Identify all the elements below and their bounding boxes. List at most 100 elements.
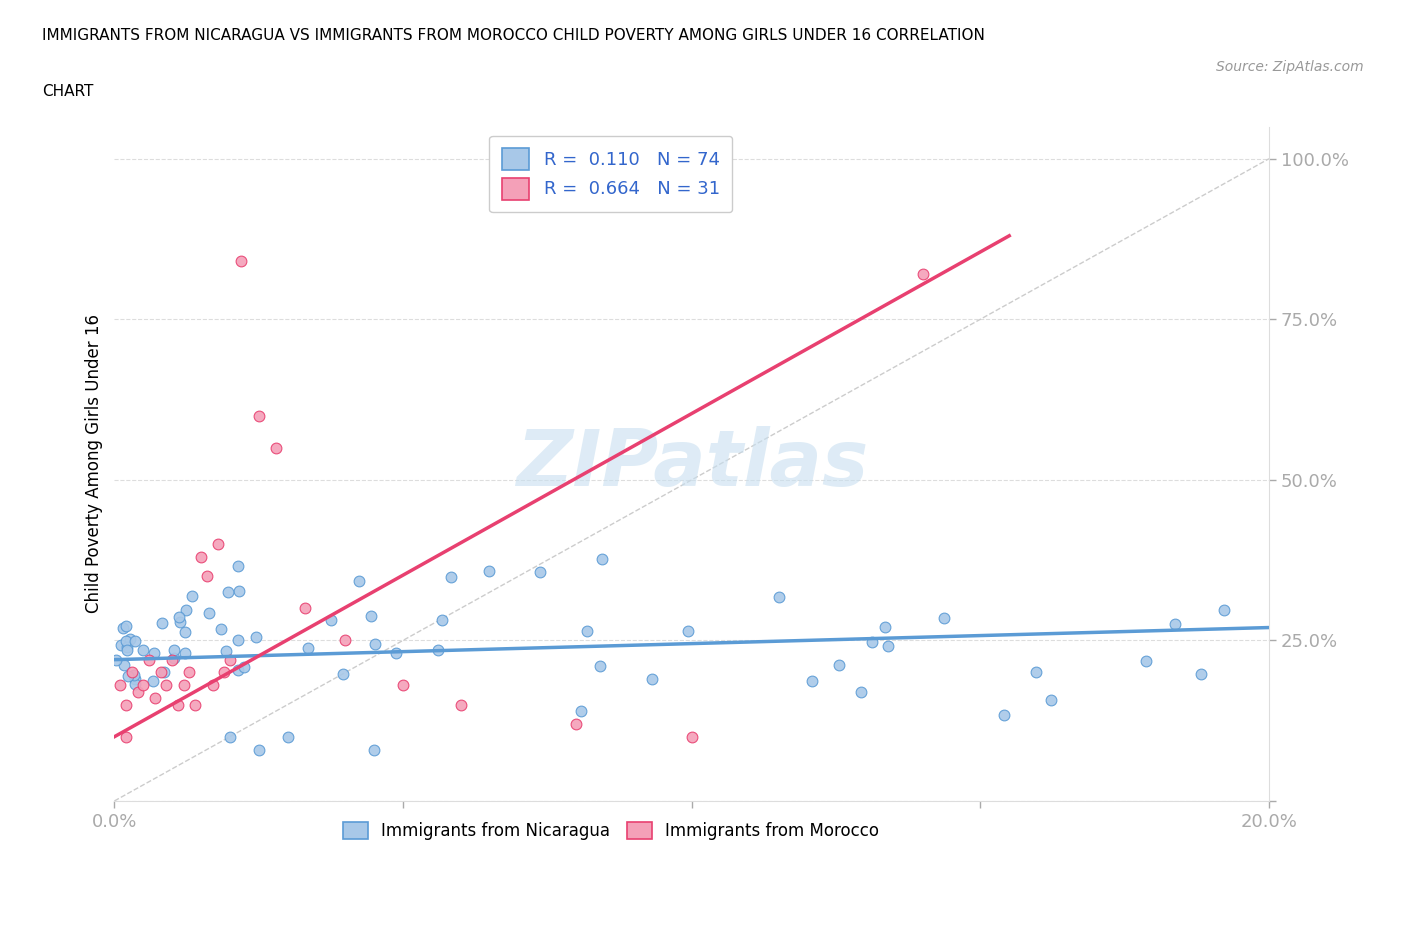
Point: [860, 634, 883, 649]
Point: [201, 678, 224, 693]
Point: [426, 643, 449, 658]
Point: [190, 550, 212, 565]
Point: [1039, 693, 1062, 708]
Point: [167, 698, 190, 712]
Point: [575, 623, 598, 638]
Point: [215, 644, 238, 658]
Point: [111, 621, 134, 636]
Point: [1189, 667, 1212, 682]
Point: [163, 650, 186, 665]
Point: [184, 698, 207, 712]
Point: [849, 685, 872, 700]
Point: [332, 667, 354, 682]
Point: [349, 574, 371, 589]
Point: [877, 638, 900, 653]
Point: [163, 642, 186, 657]
Point: [149, 665, 172, 680]
Point: [277, 729, 299, 744]
Point: [226, 558, 249, 573]
Text: Source: ZipAtlas.com: Source: ZipAtlas.com: [1216, 60, 1364, 74]
Point: [589, 658, 612, 673]
Point: [529, 565, 551, 579]
Point: [217, 584, 239, 599]
Point: [335, 633, 357, 648]
Point: [142, 645, 165, 660]
Point: [247, 742, 270, 757]
Point: [1164, 617, 1187, 631]
Point: [294, 601, 316, 616]
Point: [934, 610, 956, 625]
Point: [121, 665, 143, 680]
Point: [591, 551, 613, 566]
Point: [678, 623, 700, 638]
Point: [174, 625, 197, 640]
Point: [115, 640, 138, 655]
Point: [124, 633, 146, 648]
Point: [209, 621, 232, 636]
Point: [1212, 603, 1234, 618]
Point: [228, 663, 250, 678]
Point: [167, 609, 190, 624]
Point: [179, 665, 201, 680]
Point: [174, 603, 197, 618]
Point: [478, 565, 501, 579]
Text: ZIPatlas: ZIPatlas: [516, 426, 868, 502]
Point: [181, 589, 204, 604]
Point: [122, 668, 145, 683]
Legend: Immigrants from Nicaragua, Immigrants from Morocco: Immigrants from Nicaragua, Immigrants fr…: [336, 815, 886, 846]
Point: [392, 678, 415, 693]
Point: [153, 664, 176, 679]
Point: [115, 729, 138, 744]
Point: [114, 633, 136, 648]
Point: [565, 716, 588, 731]
Point: [169, 615, 191, 630]
Point: [432, 613, 454, 628]
Point: [828, 658, 851, 673]
Point: [150, 616, 173, 631]
Point: [127, 684, 149, 699]
Point: [207, 537, 229, 551]
Point: [218, 729, 240, 744]
Point: [363, 636, 385, 651]
Point: [120, 631, 142, 646]
Point: [569, 703, 592, 718]
Y-axis label: Child Poverty Among Girls Under 16: Child Poverty Among Girls Under 16: [86, 314, 103, 613]
Point: [360, 609, 382, 624]
Point: [115, 643, 138, 658]
Point: [681, 729, 703, 744]
Point: [212, 665, 235, 680]
Point: [873, 619, 896, 634]
Point: [115, 698, 138, 712]
Point: [450, 698, 472, 712]
Point: [117, 668, 139, 683]
Point: [124, 677, 146, 692]
Point: [198, 605, 221, 620]
Point: [801, 674, 824, 689]
Point: [1135, 653, 1157, 668]
Point: [440, 570, 463, 585]
Point: [174, 646, 197, 661]
Point: [1025, 664, 1047, 679]
Point: [231, 254, 253, 269]
Point: [110, 638, 132, 653]
Point: [218, 652, 240, 667]
Point: [124, 671, 146, 686]
Point: [143, 691, 166, 706]
Point: [640, 671, 662, 686]
Text: IMMIGRANTS FROM NICARAGUA VS IMMIGRANTS FROM MOROCCO CHILD POVERTY AMONG GIRLS U: IMMIGRANTS FROM NICARAGUA VS IMMIGRANTS …: [42, 28, 986, 43]
Point: [132, 678, 155, 693]
Point: [108, 678, 131, 693]
Point: [911, 267, 934, 282]
Point: [226, 632, 249, 647]
Point: [228, 584, 250, 599]
Point: [232, 659, 254, 674]
Point: [768, 590, 790, 604]
Point: [112, 658, 135, 672]
Point: [132, 642, 155, 657]
Point: [142, 674, 165, 689]
Point: [319, 613, 342, 628]
Point: [247, 408, 270, 423]
Text: CHART: CHART: [42, 84, 94, 99]
Point: [155, 678, 177, 693]
Point: [245, 630, 267, 644]
